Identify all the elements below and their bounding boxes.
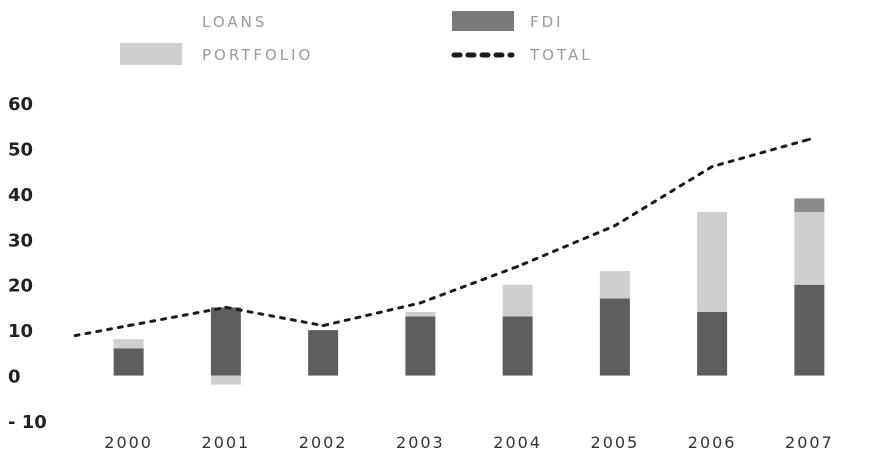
legend-item-loans: LOANS <box>120 11 267 31</box>
y-tick-label: - 10 <box>8 412 47 433</box>
legend-label-total: TOTAL <box>529 46 593 64</box>
x-tick-label: 2004 <box>493 433 542 452</box>
bar-portfolio-2004 <box>502 284 533 317</box>
total-point-2005 <box>613 224 617 228</box>
bar-loans-2007 <box>794 198 825 213</box>
bar-fdi-2002 <box>308 330 339 376</box>
legend-label-fdi: FDI <box>530 13 564 31</box>
y-tick-label: 50 <box>8 139 33 160</box>
x-tick-label: 2003 <box>396 433 445 452</box>
x-axis: 2000 2001 2002 2003 2004 2005 2006 2007 <box>104 433 834 452</box>
x-tick-label: 2000 <box>104 433 153 452</box>
legend-label-loans: LOANS <box>202 13 267 31</box>
x-tick-label: 2006 <box>688 433 737 452</box>
x-tick-label: 2001 <box>202 433 251 452</box>
total-point-2007 <box>807 137 811 141</box>
bar-fdi-2000 <box>113 348 144 376</box>
total-point-2004 <box>516 265 520 269</box>
bar-portfolio-2003 <box>405 311 436 317</box>
bars-group <box>113 198 825 385</box>
y-tick-label: 30 <box>8 230 33 251</box>
total-point-2006 <box>710 165 714 169</box>
bar-portfolio-2007 <box>794 212 825 285</box>
bar-fdi-2004 <box>502 316 533 376</box>
y-tick-label: 0 <box>8 367 21 388</box>
legend-item-total: TOTAL <box>451 46 593 64</box>
x-tick-label: 2007 <box>785 433 834 452</box>
bar-portfolio-2005 <box>599 271 630 299</box>
legend-label-portfolio: PORTFOLIO <box>202 46 313 64</box>
y-tick-label: 40 <box>8 185 33 206</box>
bar-fdi-2001 <box>210 307 241 376</box>
y-axis: 60 50 40 30 20 10 0 - 10 <box>8 94 47 433</box>
bar-portfolio-2001 <box>210 375 241 385</box>
total-point-2000 <box>127 324 131 328</box>
bar-portfolio-2000 <box>113 339 144 349</box>
legend-item-fdi: FDI <box>452 11 564 31</box>
bar-fdi-2005 <box>599 298 630 376</box>
total-point-2002 <box>321 324 325 328</box>
x-tick-label: 2002 <box>299 433 348 452</box>
bar-portfolio-2006 <box>697 212 728 312</box>
bar-fdi-2007 <box>794 284 825 376</box>
total-point-2001 <box>224 305 228 309</box>
total-line-group <box>73 137 811 338</box>
y-tick-label: 10 <box>8 321 33 342</box>
legend-swatch-portfolio <box>120 43 182 65</box>
bar-fdi-2003 <box>405 316 436 376</box>
chart-legend: LOANS FDI PORTFOLIO TOTAL <box>120 11 593 65</box>
total-point-2003 <box>418 301 422 305</box>
legend-swatch-loans <box>120 11 182 31</box>
x-tick-label: 2005 <box>591 433 640 452</box>
y-tick-label: 60 <box>8 94 33 115</box>
bar-fdi-2006 <box>697 311 728 376</box>
legend-swatch-fdi <box>452 11 514 31</box>
y-tick-label: 20 <box>8 276 33 297</box>
legend-item-portfolio: PORTFOLIO <box>120 43 313 65</box>
